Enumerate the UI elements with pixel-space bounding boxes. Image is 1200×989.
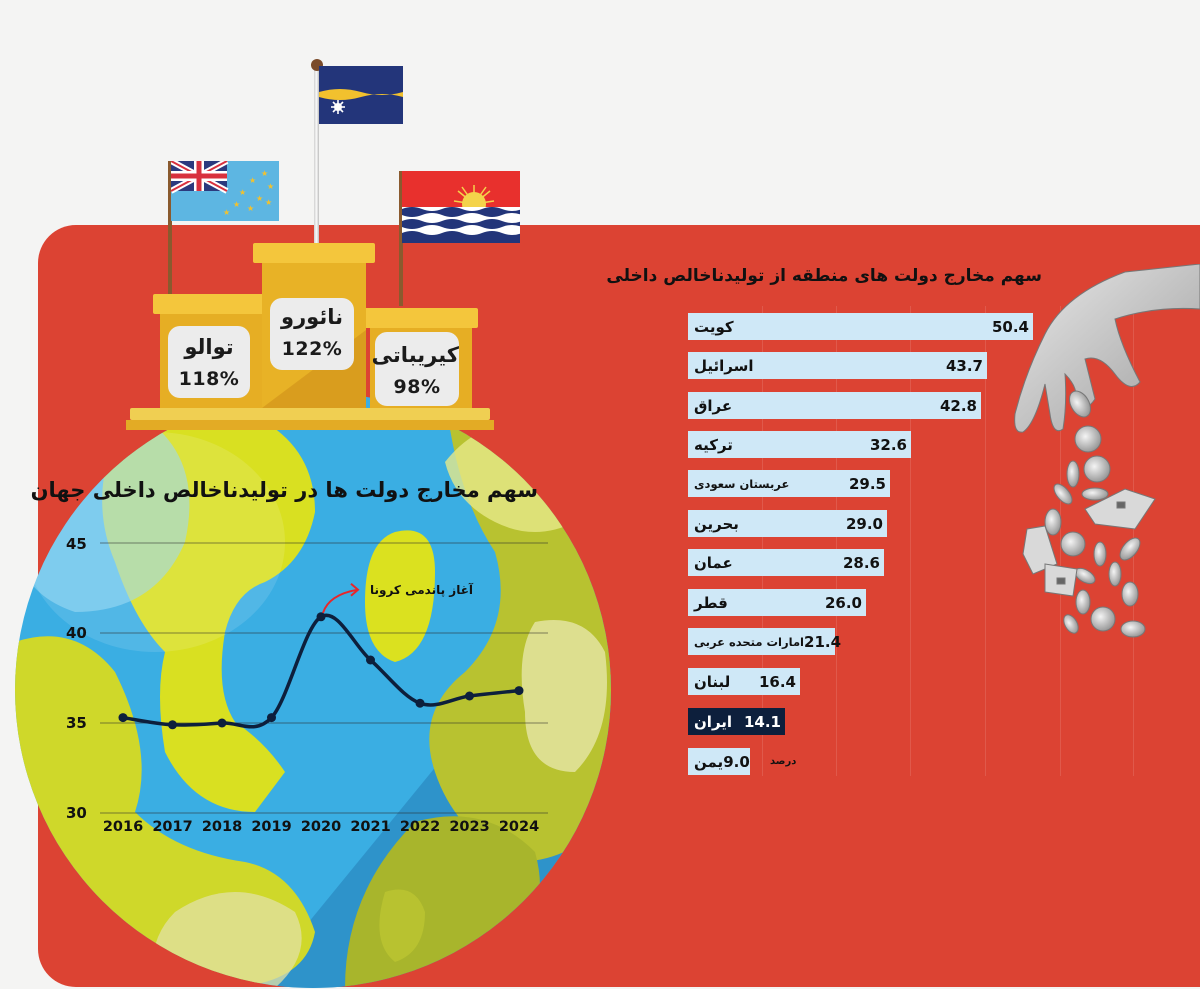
x-tick-label: 2021 [350,819,391,835]
x-tick-label: 2023 [449,819,490,835]
bar-value: 42.8 [939,396,977,415]
grid-line [836,306,837,776]
bar-label: اسرائیل [694,356,754,375]
y-tick-35: 35 [66,714,87,732]
flagpole-left [168,161,172,295]
bar-row: لبنان 16.4 [688,668,800,695]
bar-label: ترکیه [694,435,733,454]
podium-right-cap [363,308,478,328]
x-tick-label: 2019 [251,819,292,835]
y-tick-30: 30 [66,804,87,822]
svg-text:★: ★ [247,204,254,213]
bar-row: بحرین 29.0 [688,510,887,537]
globe-illustration [15,392,611,988]
grid-line [985,306,986,776]
podium-percent-center: 122% [281,338,343,360]
bar-value: 14.1 [743,712,781,731]
kiribati-flag-icon [402,171,520,243]
grid-line [910,306,911,776]
bar-label: قطر [694,593,728,612]
bar-value: 43.7 [945,356,983,375]
bar-label: کویت [694,317,734,336]
bar-value: 29.5 [848,474,886,493]
svg-text:★: ★ [223,208,230,217]
svg-text:★: ★ [239,188,246,197]
podium-platform-edge [126,420,494,430]
x-tick-label: 2016 [102,819,144,835]
podium-country-left: توالو [184,335,234,359]
podium-percent-right: 98% [393,376,441,398]
podium-platform [130,408,490,420]
unit-label: درصد [770,756,797,767]
x-tick-label: 2020 [300,819,342,835]
x-tick-label: 2017 [152,819,193,835]
bar-chart-title: سهم مخارج دولت های منطقه از تولیدناخالص … [606,266,1042,286]
grid-line [1060,306,1061,776]
podium-country-center: نائورو [281,305,343,329]
bar-row: اسرائیل 43.7 [688,352,987,379]
x-tick-label: 2022 [399,819,441,835]
covid-annotation: آغاز پاندمی کرونا [370,583,474,597]
bar-value: 32.6 [869,435,907,454]
podium-percent-left: 118% [178,368,240,390]
bar-value: 29.0 [845,514,883,533]
bar-row: امارات متحده عربی 21.4 [688,628,841,655]
svg-text:★: ★ [233,200,240,209]
bar-label: عمان [694,553,733,572]
flagpole-right [399,171,403,306]
bar-label: عربستان سعودی [694,476,790,491]
y-tick-45: 45 [66,535,87,553]
bar-row: قطر 26.0 [688,589,866,616]
bar-value: 9.0 [723,752,750,771]
x-tick-label: 2024 [498,819,540,835]
podium-card-right: کیریباتی 98% [371,332,459,406]
grid-line [762,306,763,776]
svg-text:★: ★ [265,198,272,207]
nauru-flag-icon [319,66,403,124]
flagpole-center [314,66,319,246]
bar-row: ترکیه 32.6 [688,431,911,458]
bar-value: 16.4 [758,672,796,691]
bar-value: 21.4 [804,632,842,651]
y-tick-40: 40 [66,624,87,642]
bar-row: عربستان سعودی 29.5 [688,470,890,497]
x-tick-label: 2018 [201,819,243,835]
hand-dropping-coins-illustration [1014,264,1200,638]
podium-card-center: نائورو 122% [270,298,354,370]
bar-value: 26.0 [824,593,862,612]
bar-label: یمن [694,752,724,771]
bar-label: عراق [694,396,733,415]
bar-label: امارات متحده عربی [694,634,805,649]
bar-row: عراق 42.8 [688,392,981,419]
bar-row: عمان 28.6 [688,549,884,576]
bar-value: 28.6 [842,553,880,572]
bar-label: بحرین [694,514,739,533]
bar-row: یمن 9.0 [688,748,750,775]
tuvalu-flag-icon: ★★★ ★★★ ★★★ [171,161,279,221]
bar-value: 50.4 [991,317,1029,336]
svg-text:★: ★ [261,169,268,178]
bar-label: لبنان [694,672,731,691]
svg-text:★: ★ [267,182,274,191]
podium-card-left: توالو 118% [168,326,250,398]
svg-text:★: ★ [249,176,256,185]
bar-row: ایران 14.1 [688,708,785,735]
line-chart-title: سهم مخارج دولت ها در تولیدناخالص داخلی ج… [30,478,538,502]
svg-text:★: ★ [256,194,263,203]
bar-row: کویت 50.4 [688,313,1033,340]
podium-left-cap [153,294,268,314]
bar-label: ایران [694,712,733,731]
podium-center-cap [253,243,375,263]
podium-country-right: کیریباتی [371,343,459,367]
